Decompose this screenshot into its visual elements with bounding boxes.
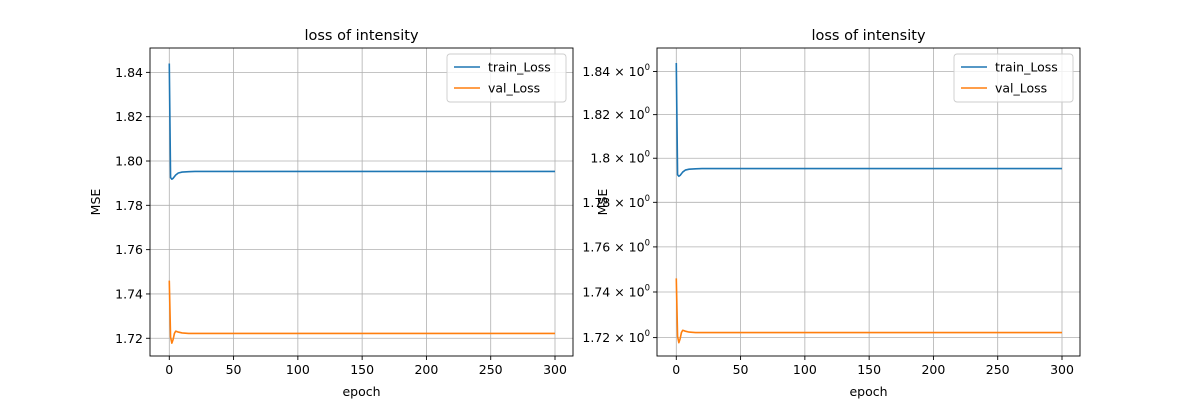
x-tick-label: 100 — [793, 362, 817, 377]
y-tick-label: 1.82 — [115, 109, 143, 124]
y-axis-label: MSE — [88, 189, 103, 216]
y-tick-label: 1.76 — [115, 242, 143, 257]
x-tick-label: 50 — [733, 362, 749, 377]
x-tick-label: 150 — [857, 362, 881, 377]
y-tick-label: 1.82 × 100 — [582, 106, 650, 122]
x-tick-label: 200 — [921, 362, 945, 377]
x-tick-label: 0 — [672, 362, 680, 377]
x-tick-label: 100 — [286, 362, 310, 377]
series-line-val_Loss — [168, 280, 555, 344]
legend-box — [953, 53, 1074, 103]
y-tick-label: 1.78 × 100 — [582, 194, 650, 210]
legend: train_Loss val_Loss — [953, 53, 1074, 103]
series-line-val_Loss — [675, 278, 1062, 344]
y-tick-label: 1.74 — [115, 286, 143, 301]
y-tick-label: 1.72 × 100 — [582, 329, 650, 345]
legend: train_Loss val_Loss — [446, 53, 567, 103]
y-tick-label: 1.84 × 100 — [582, 63, 650, 79]
x-tick-label: 50 — [226, 362, 242, 377]
series-line-train_Loss — [168, 63, 555, 180]
y-axis-label: MSE — [595, 189, 610, 216]
plot-frame — [149, 47, 574, 357]
y-tick-label: 1.84 — [115, 65, 143, 80]
x-tick-label: 300 — [543, 362, 567, 377]
legend-box — [446, 53, 567, 103]
y-tick-label: 1.80 — [115, 154, 143, 169]
x-tick-label: 250 — [986, 362, 1010, 377]
x-tick-label: 250 — [479, 362, 503, 377]
y-tick-label: 1.76 × 100 — [582, 238, 650, 254]
chart-title: loss of intensity — [811, 28, 925, 44]
chart-1: 0 50 100 150 200 250 300 1.72 1.74 1.76 1.78 1.80 1.… — [88, 28, 574, 399]
y-tick-label: 1.74 × 100 — [582, 283, 650, 299]
x-axis-label: epoch — [849, 384, 887, 399]
y-tick-label: 1.78 — [115, 198, 143, 213]
legend-label: train_Loss — [995, 60, 1058, 75]
legend-label: val_Loss — [488, 81, 540, 96]
series-line-train_Loss — [675, 62, 1062, 178]
legend-label: val_Loss — [995, 81, 1047, 96]
chart-title: loss of intensity — [304, 28, 418, 44]
x-tick-label: 200 — [414, 362, 438, 377]
y-tick-label: 1.8 × 100 — [590, 150, 650, 166]
legend-label: train_Loss — [488, 60, 551, 75]
x-tick-label: 150 — [350, 362, 374, 377]
chart-2: 0 50 100 150 200 250 300 1.72 × 100 1.74 × 100 1.… — [582, 28, 1081, 399]
x-tick-label: 300 — [1050, 362, 1074, 377]
y-tick-label: 1.72 — [115, 331, 143, 346]
x-tick-label: 0 — [165, 362, 173, 377]
x-axis-label: epoch — [342, 384, 380, 399]
